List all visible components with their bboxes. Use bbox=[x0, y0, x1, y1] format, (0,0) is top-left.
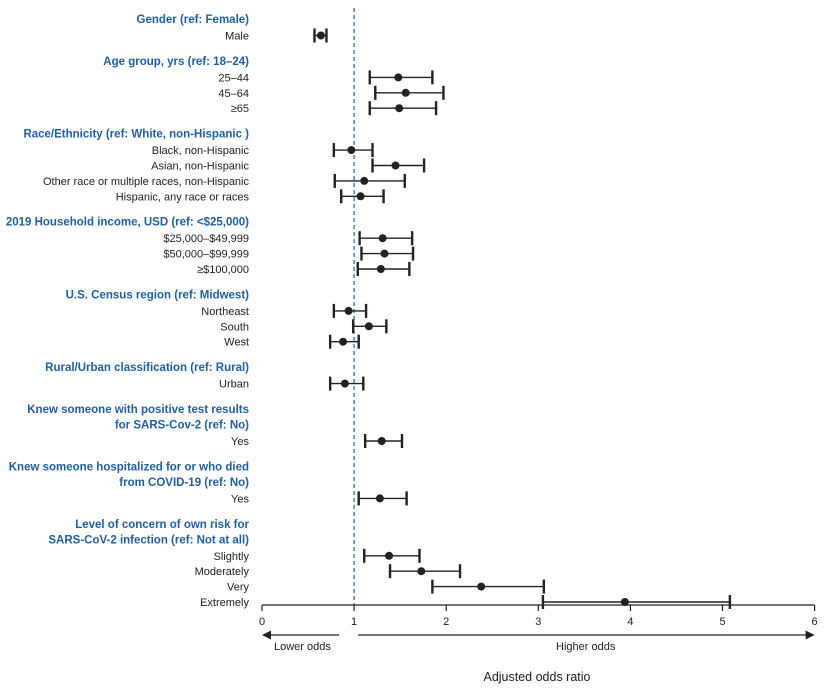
group-6: Knew someone with positive test results f… bbox=[27, 404, 404, 448]
odds-ratio-point bbox=[385, 551, 394, 560]
row-label: Yes bbox=[231, 436, 249, 448]
row-3-1: $50,000–$99,999 bbox=[163, 246, 415, 261]
row-label: Yes bbox=[231, 493, 249, 505]
lower-odds-arrow-head bbox=[262, 630, 271, 640]
row-label: $50,000–$99,999 bbox=[163, 249, 249, 261]
group-header: Level of concern of own risk for bbox=[75, 519, 249, 531]
group-header: Race/Ethnicity (ref: White, non-Hispanic… bbox=[23, 129, 249, 141]
group-header: Age group, yrs (ref: 18–24) bbox=[103, 56, 249, 68]
x-tick-label: 6 bbox=[812, 616, 818, 628]
row-label: Asian, non-Hispanic bbox=[151, 161, 249, 173]
group-2: Race/Ethnicity (ref: White, non-Hispanic… bbox=[23, 129, 426, 204]
x-tick-label: 1 bbox=[351, 616, 357, 628]
row-label: Extremely bbox=[200, 597, 249, 609]
row-3-0: $25,000–$49,999 bbox=[163, 231, 414, 246]
row-5-0: Urban bbox=[219, 376, 365, 391]
row-label: $25,000–$49,999 bbox=[163, 233, 249, 245]
row-label: Hispanic, any race or races bbox=[116, 191, 250, 203]
row-2-1: Asian, non-Hispanic bbox=[151, 158, 426, 173]
group-0: Gender (ref: Female) Male bbox=[137, 14, 328, 43]
row-label: 25–44 bbox=[218, 72, 249, 84]
odds-ratio-point bbox=[378, 234, 387, 243]
lower-odds-label: Lower odds bbox=[274, 641, 331, 653]
odds-ratio-point bbox=[395, 104, 404, 113]
odds-ratio-point bbox=[344, 306, 353, 315]
odds-ratio-point bbox=[356, 192, 365, 201]
group-header: Gender (ref: Female) bbox=[137, 14, 250, 26]
row-label: Other race or multiple races, non-Hispan… bbox=[43, 176, 250, 188]
row-label: Black, non-Hispanic bbox=[152, 145, 250, 157]
odds-ratio-point bbox=[360, 176, 369, 185]
row-7-0: Yes bbox=[231, 491, 408, 506]
odds-ratio-point bbox=[620, 598, 629, 606]
row-label: Northeast bbox=[201, 306, 249, 318]
row-8-1: Moderately bbox=[195, 564, 462, 579]
row-4-1: South bbox=[220, 319, 388, 334]
group-header: 2019 Household income, USD (ref: <$25,00… bbox=[6, 217, 249, 229]
x-tick-label: 2 bbox=[443, 616, 449, 628]
row-4-2: West bbox=[224, 334, 360, 349]
odds-ratio-point bbox=[417, 567, 426, 576]
row-label: South bbox=[220, 321, 249, 333]
odds-ratio-point bbox=[394, 73, 403, 82]
group-header: U.S. Census region (ref: Midwest) bbox=[66, 289, 250, 301]
odds-ratio-point bbox=[339, 337, 348, 346]
group-4: U.S. Census region (ref: Midwest) Northea… bbox=[66, 289, 388, 349]
x-tick-label: 5 bbox=[719, 616, 725, 628]
x-axis: 0 1 2 3 4 5 6 Lower odds Higher odds Adjusted odd… bbox=[259, 604, 818, 684]
group-8: Level of concern of own risk for SARS-CoV… bbox=[48, 519, 732, 609]
group-header: Knew someone with positive test results bbox=[27, 404, 249, 416]
row-label: ≥65 bbox=[231, 103, 249, 115]
odds-ratio-point bbox=[391, 161, 400, 170]
odds-ratio-point bbox=[375, 494, 384, 503]
odds-ratio-point bbox=[376, 265, 385, 273]
group-header: SARS-CoV-2 infection (ref: Not at all) bbox=[48, 534, 249, 546]
higher-odds-label: Higher odds bbox=[556, 641, 616, 653]
row-label: Very bbox=[227, 582, 250, 594]
group-header: from COVID-19 (ref: No) bbox=[119, 477, 249, 489]
group-header: for SARS-Cov-2 (ref: No) bbox=[115, 420, 249, 432]
row-1-2: ≥65 bbox=[231, 101, 438, 116]
x-tick-label: 4 bbox=[627, 616, 633, 628]
row-6-0: Yes bbox=[231, 434, 404, 448]
odds-ratio-point bbox=[380, 249, 389, 258]
data-rows: Gender (ref: Female) Male Age group, yrs (… bbox=[6, 14, 732, 609]
group-header: Rural/Urban classification (ref: Rural) bbox=[45, 362, 249, 374]
odds-ratio-point bbox=[347, 146, 356, 155]
row-8-2: Very bbox=[227, 579, 546, 594]
odds-ratio-point bbox=[316, 31, 325, 40]
higher-odds-arrow-head bbox=[805, 630, 815, 640]
row-2-2: Other race or multiple races, non-Hispan… bbox=[43, 173, 406, 188]
row-label: Moderately bbox=[195, 566, 250, 578]
row-label: West bbox=[224, 337, 249, 349]
group-1: Age group, yrs (ref: 18–24) 25–44 45–64 ≥65 bbox=[103, 56, 445, 116]
group-7: Knew someone hospitalized for or who die… bbox=[9, 461, 408, 506]
row-3-2: ≥$100,000 bbox=[197, 262, 411, 276]
row-label: Urban bbox=[219, 379, 249, 391]
group-header: Knew someone hospitalized for or who die… bbox=[9, 461, 249, 473]
group-5: Rural/Urban classification (ref: Rural) U… bbox=[45, 362, 365, 391]
group-3: 2019 Household income, USD (ref: <$25,00… bbox=[6, 217, 415, 276]
row-1-1: 45–64 bbox=[218, 85, 445, 100]
row-label: 45–64 bbox=[218, 88, 249, 100]
x-tick-label: 3 bbox=[535, 616, 541, 628]
row-label: ≥$100,000 bbox=[197, 264, 249, 276]
row-2-0: Black, non-Hispanic bbox=[152, 143, 374, 158]
row-8-0: Slightly bbox=[214, 548, 421, 563]
row-0-0: Male bbox=[225, 28, 328, 43]
odds-ratio-point bbox=[340, 379, 349, 388]
row-label: Male bbox=[225, 31, 249, 43]
row-2-3: Hispanic, any race or races bbox=[116, 189, 385, 204]
odds-ratio-point bbox=[477, 582, 486, 591]
x-axis-label: Adjusted odds ratio bbox=[483, 670, 590, 684]
odds-ratio-point bbox=[377, 437, 386, 445]
row-4-0: Northeast bbox=[201, 303, 368, 318]
row-1-0: 25–44 bbox=[218, 70, 434, 85]
x-tick-label: 0 bbox=[259, 616, 265, 628]
row-label: Slightly bbox=[214, 551, 250, 563]
row-8-3: Extremely bbox=[200, 595, 732, 609]
odds-ratio-point bbox=[364, 322, 373, 331]
odds-ratio-point bbox=[401, 88, 410, 97]
